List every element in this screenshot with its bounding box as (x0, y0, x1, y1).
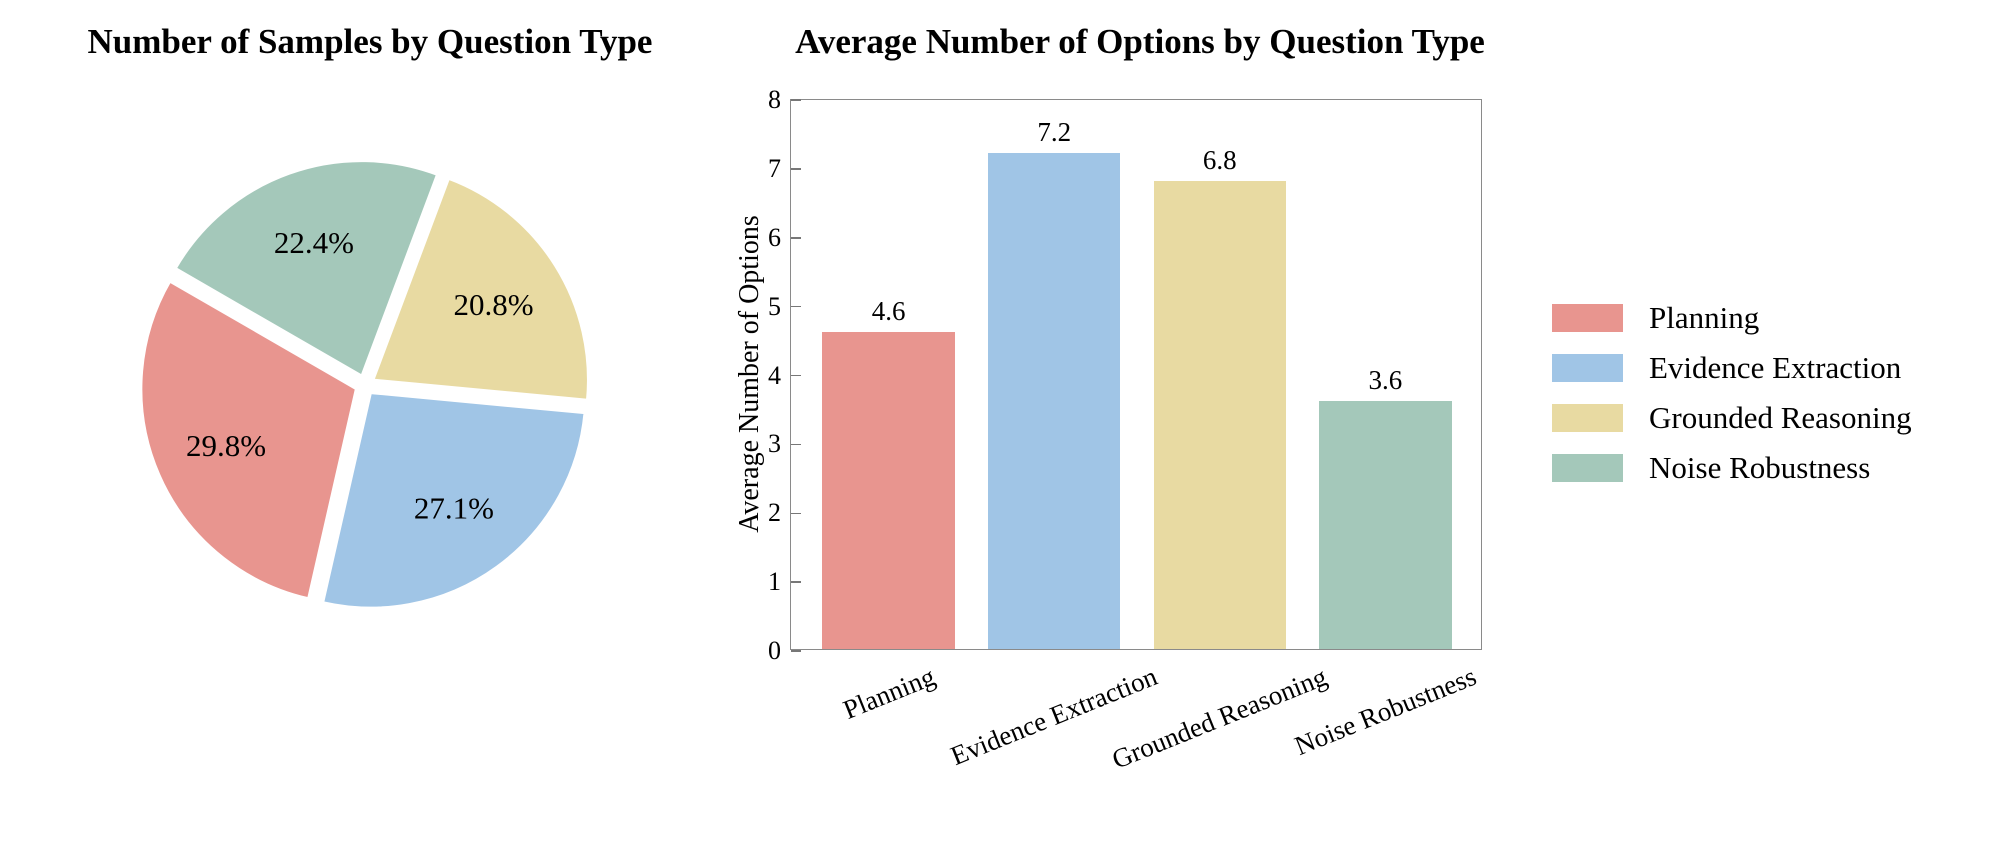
y-tick-label-8: 8 (768, 85, 781, 114)
pie-slice-noise-robustness (173, 159, 439, 378)
pie-percentage-label-noise-robustness: 22.4% (274, 225, 354, 260)
legend-swatch-noise-robustness (1552, 454, 1623, 482)
pie-slice-evidence-extraction (321, 391, 587, 610)
bar-value-label-grounded-reasoning: 6.8 (1202, 144, 1237, 175)
x-tick-label-planning: Planning (838, 660, 939, 725)
bar-value-label-planning: 4.6 (871, 296, 906, 327)
y-tick-label-2: 2 (768, 498, 781, 528)
y-tick-label-6: 6 (768, 222, 781, 252)
legend-item-planning: Planning (1552, 293, 1912, 343)
bar-planning (822, 332, 955, 649)
bar-grounded-reasoning (1153, 180, 1286, 649)
legend-swatch-grounded-reasoning (1552, 404, 1623, 432)
legend-label: Planning (1649, 300, 1760, 335)
legend-label: Noise Robustness (1649, 450, 1871, 485)
y-tick-mark (791, 581, 801, 583)
y-tick-label-4: 4 (768, 360, 781, 390)
legend-item-noise-robustness: Noise Robustness (1552, 443, 1912, 493)
y-tick-label-3: 3 (768, 429, 781, 459)
pie-percentage-label-grounded-reasoning: 20.8% (453, 287, 533, 322)
pie-chart-title: Number of Samples by Question Type (87, 22, 653, 61)
pie-chart: 29.8% 27.1% 20.8% 22.4% (139, 159, 590, 610)
legend-label: Evidence Extraction (1649, 350, 1902, 385)
pie-slice-grounded-reasoning (371, 176, 590, 402)
y-tick-mark (791, 305, 801, 308)
bar-value-label-noise-robustness: 3.6 (1368, 365, 1403, 396)
y-tick-mark (791, 650, 801, 652)
legend-swatch-evidence-extraction (1552, 354, 1623, 382)
legend-item-grounded-reasoning: Grounded Reasoning (1552, 393, 1912, 443)
y-tick-mark (791, 99, 801, 101)
legend-item-evidence-extraction: Evidence Extraction (1552, 343, 1912, 393)
y-tick-mark (791, 168, 801, 170)
y-tick-mark (791, 512, 801, 514)
legend-label: Grounded Reasoning (1649, 400, 1912, 435)
pie-slice-planning (139, 279, 358, 601)
legend: Planning Evidence Extraction Grounded Reas… (1552, 293, 1912, 493)
pie-percentage-label-planning: 29.8% (186, 428, 266, 463)
y-tick-label-1: 1 (768, 567, 781, 597)
y-tick-mark (791, 374, 801, 377)
pie-percentage-label-evidence-extraction: 27.1% (414, 490, 494, 525)
y-tick-label-7: 7 (768, 153, 781, 183)
bar-evidence-extraction (988, 153, 1121, 649)
bar-plot-area: 0 1 2 3 4 5 6 7 8 4.6 Planning 7.2 Evidence Extracti… (768, 87, 1482, 775)
bar-chart-title: Average Number of Options by Question Ty… (795, 22, 1485, 61)
y-tick-label-0: 0 (768, 636, 781, 665)
bar-noise-robustness (1319, 401, 1452, 649)
y-tick-mark (791, 237, 801, 239)
legend-swatch-planning (1552, 304, 1623, 332)
y-tick-mark (791, 443, 801, 446)
y-tick-label-5: 5 (768, 291, 781, 321)
bar-value-label-evidence-extraction: 7.2 (1037, 117, 1072, 148)
